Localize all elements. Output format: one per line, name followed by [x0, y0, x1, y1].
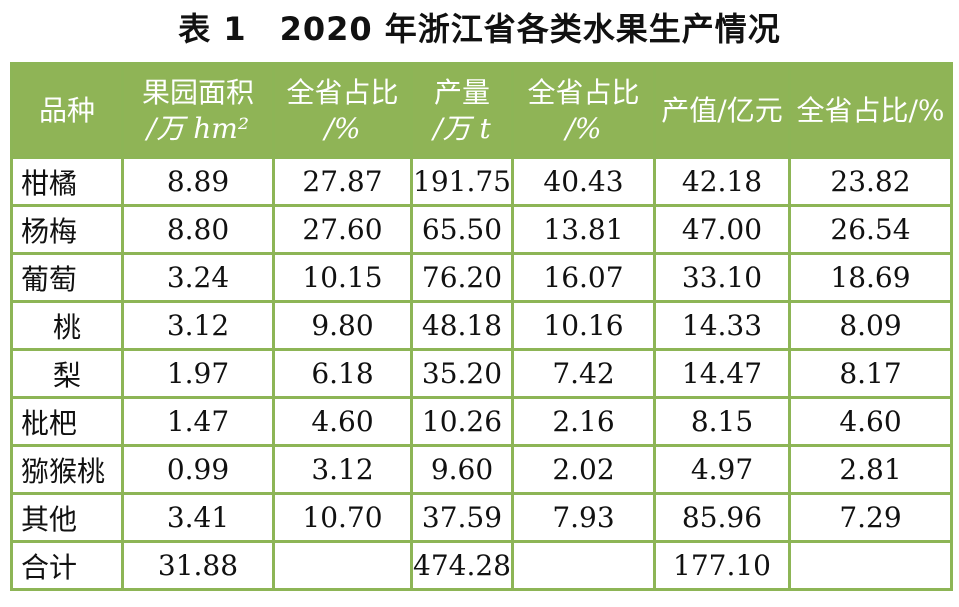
total-row: 合计 31.88 474.28 177.10 — [10, 540, 953, 591]
cell-output: 9.60 — [410, 444, 514, 495]
cell-variety: 葡萄 — [10, 252, 124, 303]
cell-area-pct: 27.87 — [272, 156, 413, 207]
cell-variety: 桃 — [10, 300, 124, 351]
fruit-production-table: 品种 果园面积/万 hm² 全省占比/% 产量/万 t 全省占比/% 产值/亿元… — [10, 62, 953, 591]
cell-area: 0.99 — [121, 444, 275, 495]
cell-area: 3.24 — [121, 252, 275, 303]
cell-output: 65.50 — [410, 204, 514, 255]
table-row: 枇杷 1.47 4.60 10.26 2.16 8.15 4.60 — [10, 396, 953, 447]
cell-output-pct: 13.81 — [511, 204, 656, 255]
table-title: 表 1 2020 年浙江省各类水果生产情况 — [178, 10, 781, 48]
cell-area-pct: 10.70 — [272, 492, 413, 543]
cell-area: 3.12 — [121, 300, 275, 351]
cell-area: 1.47 — [121, 396, 275, 447]
header-area-share: 全省占比/% — [272, 62, 413, 159]
table-row: 柑橘 8.89 27.87 191.75 40.43 42.18 23.82 — [10, 156, 953, 207]
cell-variety: 其他 — [10, 492, 124, 543]
cell-value-pct: 7.29 — [788, 492, 953, 543]
cell-variety: 梨 — [10, 348, 124, 399]
cell-value: 14.33 — [653, 300, 791, 351]
cell-area-pct: 9.80 — [272, 300, 413, 351]
cell-value-pct: 4.60 — [788, 396, 953, 447]
header-variety: 品种 — [10, 62, 124, 159]
cell-value: 14.47 — [653, 348, 791, 399]
cell-value-pct: 23.82 — [788, 156, 953, 207]
cell-value: 177.10 — [653, 540, 791, 591]
cell-output: 76.20 — [410, 252, 514, 303]
cell-area-pct: 10.15 — [272, 252, 413, 303]
cell-output: 474.28 — [410, 540, 514, 591]
cell-output-pct: 2.02 — [511, 444, 656, 495]
cell-value-pct: 26.54 — [788, 204, 953, 255]
cell-value-pct — [788, 540, 953, 591]
cell-value: 42.18 — [653, 156, 791, 207]
table-row: 杨梅 8.80 27.60 65.50 13.81 47.00 26.54 — [10, 204, 953, 255]
cell-area-pct: 6.18 — [272, 348, 413, 399]
cell-output: 10.26 — [410, 396, 514, 447]
header-row: 品种 果园面积/万 hm² 全省占比/% 产量/万 t 全省占比/% 产值/亿元… — [10, 62, 953, 159]
header-output: 产量/万 t — [410, 62, 514, 159]
cell-output-pct — [511, 540, 656, 591]
cell-variety: 杨梅 — [10, 204, 124, 255]
header-orchard-area: 果园面积/万 hm² — [121, 62, 275, 159]
cell-output-pct: 40.43 — [511, 156, 656, 207]
cell-area: 1.97 — [121, 348, 275, 399]
cell-value: 4.97 — [653, 444, 791, 495]
cell-value: 8.15 — [653, 396, 791, 447]
table-row: 桃 3.12 9.80 48.18 10.16 14.33 8.09 — [10, 300, 953, 351]
cell-variety: 猕猴桃 — [10, 444, 124, 495]
table-row: 梨 1.97 6.18 35.20 7.42 14.47 8.17 — [10, 348, 953, 399]
cell-value-pct: 8.17 — [788, 348, 953, 399]
cell-output-pct: 7.93 — [511, 492, 656, 543]
header-value-share: 全省占比/% — [788, 62, 953, 159]
cell-value: 33.10 — [653, 252, 791, 303]
cell-value: 85.96 — [653, 492, 791, 543]
cell-area: 8.80 — [121, 204, 275, 255]
cell-value-pct: 18.69 — [788, 252, 953, 303]
header-output-value: 产值/亿元 — [653, 62, 791, 159]
cell-value: 47.00 — [653, 204, 791, 255]
cell-area-pct: 3.12 — [272, 444, 413, 495]
table-row: 其他 3.41 10.70 37.59 7.93 85.96 7.29 — [10, 492, 953, 543]
header-output-share: 全省占比/% — [511, 62, 656, 159]
cell-output: 191.75 — [410, 156, 514, 207]
cell-area: 3.41 — [121, 492, 275, 543]
cell-output-pct: 7.42 — [511, 348, 656, 399]
cell-variety: 合计 — [10, 540, 124, 591]
cell-output: 37.59 — [410, 492, 514, 543]
cell-area: 31.88 — [121, 540, 275, 591]
table-row: 葡萄 3.24 10.15 76.20 16.07 33.10 18.69 — [10, 252, 953, 303]
cell-area-pct: 27.60 — [272, 204, 413, 255]
cell-area-pct — [272, 540, 413, 591]
cell-output-pct: 16.07 — [511, 252, 656, 303]
cell-output-pct: 2.16 — [511, 396, 656, 447]
cell-variety: 柑橘 — [10, 156, 124, 207]
cell-area: 8.89 — [121, 156, 275, 207]
table-row: 猕猴桃 0.99 3.12 9.60 2.02 4.97 2.81 — [10, 444, 953, 495]
cell-output-pct: 10.16 — [511, 300, 656, 351]
cell-output: 35.20 — [410, 348, 514, 399]
cell-output: 48.18 — [410, 300, 514, 351]
cell-variety: 枇杷 — [10, 396, 124, 447]
cell-area-pct: 4.60 — [272, 396, 413, 447]
cell-value-pct: 2.81 — [788, 444, 953, 495]
cell-value-pct: 8.09 — [788, 300, 953, 351]
